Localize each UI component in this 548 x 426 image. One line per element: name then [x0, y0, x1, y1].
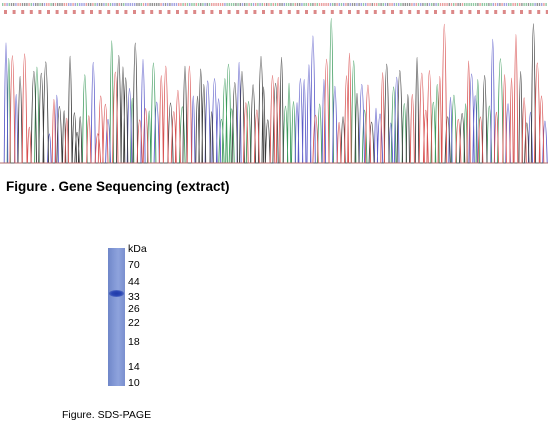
sds-page-gel: kDa 70 44 33 26 22 18 14 10 [108, 244, 188, 392]
sds-page-caption: Figure. SDS-PAGE [62, 409, 152, 421]
marker-44: 44 [128, 276, 140, 288]
trace-G [0, 23, 548, 164]
gel-lane [108, 248, 125, 386]
kda-unit-label: kDa [128, 243, 147, 255]
trace-C [0, 35, 548, 164]
trace-T [0, 23, 548, 164]
gene-sequencing-caption: Figure . Gene Sequencing (extract) [6, 179, 230, 194]
gene-sequencing-chromatogram [0, 3, 548, 164]
marker-22: 22 [128, 317, 140, 329]
marker-10: 10 [128, 377, 140, 389]
trace-A [0, 17, 548, 164]
marker-14: 14 [128, 361, 140, 373]
protein-band [109, 290, 124, 297]
marker-33: 33 [128, 291, 140, 303]
marker-70: 70 [128, 259, 140, 271]
base-call-strip [2, 3, 548, 14]
marker-18: 18 [128, 336, 140, 348]
marker-26: 26 [128, 303, 140, 315]
